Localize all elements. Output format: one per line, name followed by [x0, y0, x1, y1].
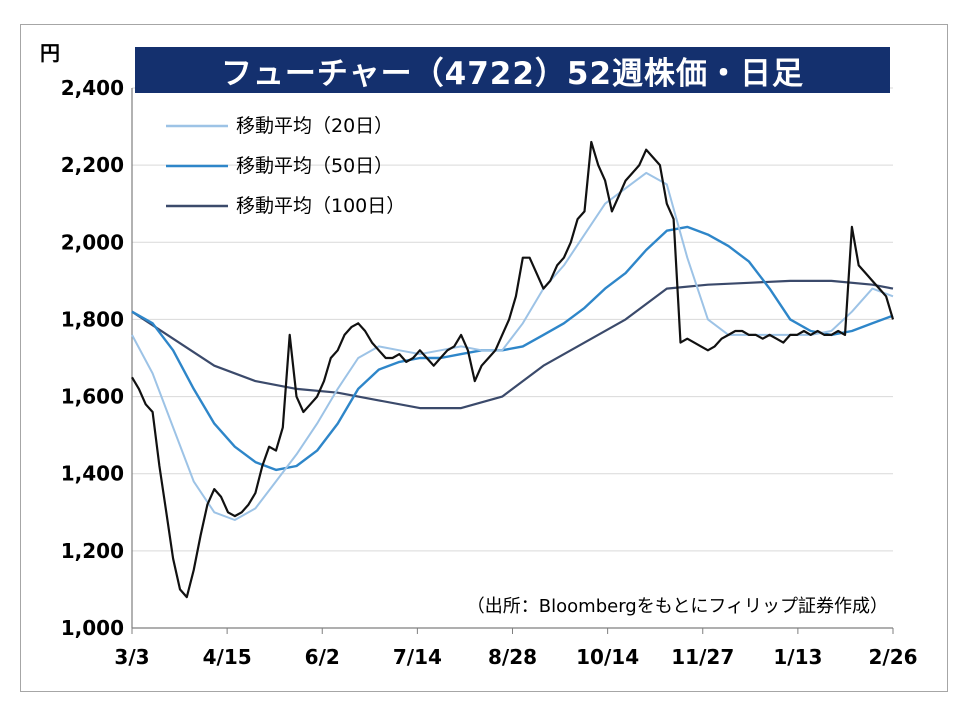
chart-title: フューチャー（4722）52週株価・日足: [135, 47, 890, 93]
source-note: （出所：Bloombergをもとにフィリップ証券作成）: [467, 596, 888, 617]
x-tick-label: 10/14: [576, 645, 639, 669]
x-tick-label: 3/3: [114, 645, 149, 669]
y-unit-label: 円: [40, 41, 60, 65]
x-tick-label: 1/13: [773, 645, 822, 669]
legend-label: 移動平均（50日）: [236, 155, 393, 177]
price-line: [131, 140, 895, 599]
x-tick-label: 7/14: [393, 645, 442, 669]
y-tick-label: 2,000: [61, 230, 124, 254]
y-tick-label: 2,200: [61, 153, 124, 177]
series-lines: [131, 140, 895, 599]
ma100-line: [131, 279, 894, 410]
x-tick-label: 2/26: [868, 645, 917, 669]
x-tick-label: 11/27: [671, 645, 734, 669]
x-tick-label: 8/28: [488, 645, 537, 669]
y-tick-label: 1,600: [61, 385, 124, 409]
legend-label: 移動平均（20日）: [236, 115, 393, 137]
y-tick-label: 1,200: [61, 539, 124, 563]
y-tick-label: 1,800: [61, 307, 124, 331]
legend-label: 移動平均（100日）: [236, 195, 405, 217]
y-tick-label: 1,000: [61, 616, 124, 640]
x-axis: 3/3 4/15 6/2 7/14 8/28 10/14 11/27 1/13 2/26: [114, 627, 918, 669]
x-tick-label: 4/15: [203, 645, 252, 669]
y-axis: 1,000 1,200 1,400 1,600 1,800 2,000 2,200 2,400: [61, 76, 133, 640]
y-tick-label: 2,400: [61, 76, 124, 100]
ma50-line: [131, 225, 894, 472]
x-tick-label: 6/2: [305, 645, 340, 669]
ma20-line: [131, 171, 894, 521]
y-tick-label: 1,400: [61, 462, 124, 486]
legend: 移動平均（20日） 移動平均（50日） 移動平均（100日）: [166, 115, 405, 217]
chart-frame: [20, 24, 948, 692]
